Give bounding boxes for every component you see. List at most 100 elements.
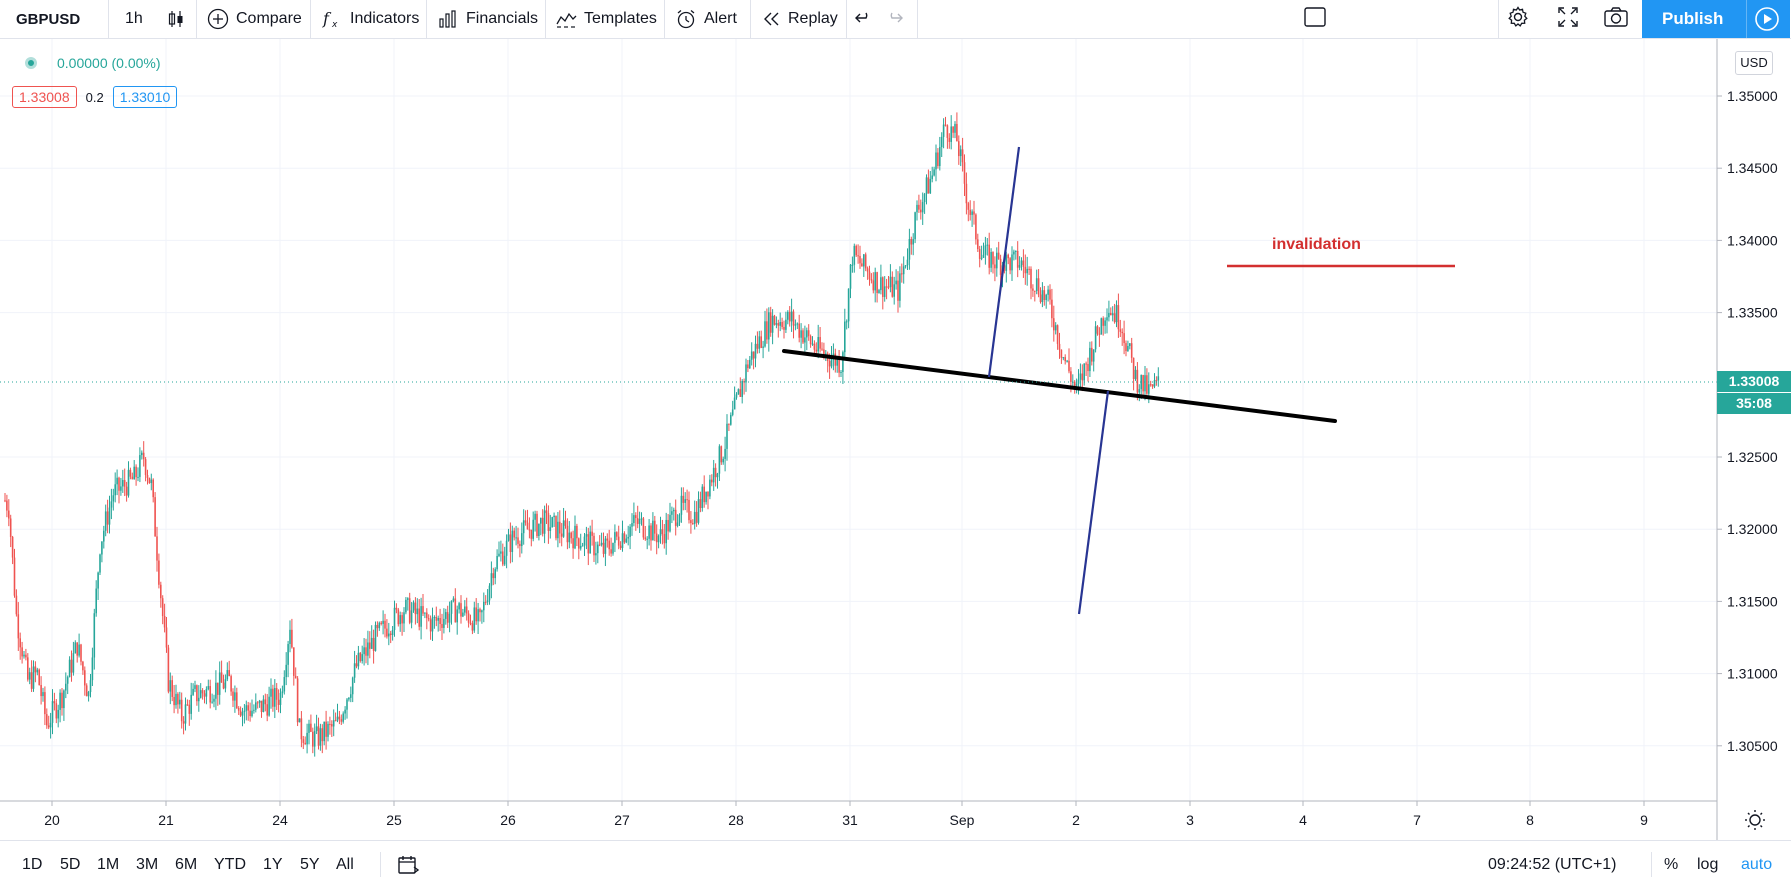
templates-button[interactable]: Templates bbox=[555, 0, 657, 38]
time-axis-settings-button[interactable] bbox=[1745, 810, 1765, 830]
time-tick-label: 20 bbox=[44, 812, 60, 828]
range-all[interactable]: All bbox=[336, 856, 354, 873]
candle-body bbox=[522, 520, 525, 534]
candle-body bbox=[184, 704, 187, 724]
fullscreen-button[interactable] bbox=[1556, 0, 1580, 38]
interval-button[interactable]: 1h bbox=[125, 0, 143, 38]
candle-body bbox=[686, 499, 688, 501]
clock-display[interactable]: 09:24:52 (UTC+1) bbox=[1488, 856, 1617, 873]
play-circle-icon[interactable] bbox=[1754, 6, 1780, 32]
replay-button[interactable]: Replay bbox=[761, 0, 838, 38]
range-6m[interactable]: 6M bbox=[175, 856, 198, 873]
snapshot-button[interactable] bbox=[1603, 0, 1629, 38]
range-5y[interactable]: 5Y bbox=[300, 856, 320, 873]
candle-body bbox=[1051, 299, 1053, 319]
range-1m[interactable]: 1M bbox=[97, 856, 120, 873]
projected-target-line[interactable] bbox=[1077, 390, 1110, 615]
alert-button[interactable]: Alert bbox=[675, 0, 737, 38]
candle-body bbox=[777, 323, 780, 326]
undo-button[interactable] bbox=[853, 0, 875, 38]
candle-body bbox=[418, 608, 420, 627]
candle-body bbox=[492, 573, 495, 579]
log-scale-button[interactable]: log bbox=[1697, 856, 1719, 873]
candle-body bbox=[528, 529, 531, 531]
compare-button[interactable]: Compare bbox=[207, 0, 302, 38]
candle-body bbox=[152, 479, 154, 498]
pattern-height-line[interactable] bbox=[987, 146, 1021, 378]
candle-body bbox=[610, 549, 612, 554]
buy-price[interactable]: 1.33010 bbox=[112, 86, 178, 108]
candle-body bbox=[503, 555, 506, 565]
candle-body bbox=[849, 264, 852, 289]
candle-body bbox=[486, 600, 489, 603]
publish-button[interactable]: Publish bbox=[1642, 0, 1790, 38]
candle-body bbox=[1043, 290, 1046, 301]
range-3m[interactable]: 3M bbox=[136, 856, 159, 873]
time-axis[interactable]: 20 21 24 25 26 27 28 31 Sep 2 3 4 7 8 9 bbox=[44, 801, 1648, 828]
templates-label: Templates bbox=[584, 10, 657, 27]
toolbar-divider bbox=[750, 0, 751, 38]
neckline-trendline[interactable] bbox=[782, 349, 1337, 423]
range-1d[interactable]: 1D bbox=[22, 856, 43, 873]
candle-body bbox=[1077, 379, 1080, 384]
candle-body bbox=[317, 726, 320, 746]
candle-body bbox=[173, 696, 175, 706]
market-status-dot[interactable] bbox=[25, 57, 37, 69]
invalidation-label[interactable]: invalidation bbox=[1272, 236, 1361, 253]
candle-body bbox=[756, 343, 759, 349]
candle-body bbox=[422, 606, 424, 614]
symbol-search-button[interactable]: GBPUSD bbox=[16, 0, 80, 38]
candle-body bbox=[351, 677, 354, 695]
percent-scale-button[interactable]: % bbox=[1664, 856, 1679, 873]
candle-body bbox=[376, 624, 379, 629]
price-axis[interactable]: 1.35000 1.34500 1.34000 1.33500 1.32500 1.320… bbox=[1717, 88, 1778, 754]
candle-body bbox=[1073, 381, 1076, 386]
redo-button[interactable] bbox=[883, 0, 905, 38]
candle-body bbox=[868, 271, 871, 280]
candle-body bbox=[160, 584, 162, 599]
candle-body bbox=[559, 521, 561, 534]
layout-button[interactable] bbox=[1303, 0, 1327, 38]
candle-body bbox=[236, 692, 238, 708]
candle-body bbox=[1020, 260, 1023, 266]
candle-body bbox=[437, 617, 439, 621]
sell-price[interactable]: 1.33008 bbox=[12, 86, 77, 108]
candle-body bbox=[129, 469, 132, 477]
candle-body bbox=[912, 239, 914, 245]
currency-button[interactable]: USD bbox=[1735, 51, 1773, 75]
chart-style-button[interactable] bbox=[166, 0, 193, 38]
candle-body bbox=[36, 669, 39, 673]
financials-button[interactable]: Financials bbox=[437, 0, 538, 38]
auto-scale-button[interactable]: auto bbox=[1741, 856, 1773, 873]
candle-body bbox=[1009, 258, 1011, 271]
candle-body bbox=[264, 699, 267, 705]
candle-body bbox=[220, 672, 223, 683]
candle-body bbox=[93, 613, 96, 658]
candle-body bbox=[194, 685, 196, 689]
settings-button[interactable] bbox=[1506, 0, 1530, 38]
candle-body bbox=[595, 553, 597, 556]
candle-body bbox=[32, 666, 35, 689]
candle-body bbox=[355, 663, 358, 667]
candle-body bbox=[380, 622, 382, 624]
price-chart[interactable]: 1.35000 1.34500 1.34000 1.33500 1.32500 1.320… bbox=[0, 39, 1791, 887]
candle-body bbox=[821, 348, 823, 350]
range-1y[interactable]: 1Y bbox=[263, 856, 283, 873]
candle-body bbox=[464, 606, 466, 613]
candle-body bbox=[733, 397, 736, 410]
candle-body bbox=[787, 311, 789, 320]
range-ytd[interactable]: YTD bbox=[214, 856, 246, 873]
candle-body bbox=[327, 723, 329, 737]
range-5d[interactable]: 5D bbox=[60, 856, 81, 873]
candle-body bbox=[122, 480, 124, 487]
candle-body bbox=[258, 700, 261, 703]
candle-body bbox=[606, 538, 609, 541]
candle-body bbox=[190, 694, 192, 714]
candle-body bbox=[1123, 333, 1125, 344]
date-range-button[interactable] bbox=[397, 853, 421, 882]
rewind-icon bbox=[761, 9, 781, 29]
candle-body bbox=[338, 716, 341, 720]
candle-body bbox=[902, 266, 905, 275]
candle-body bbox=[842, 352, 844, 372]
